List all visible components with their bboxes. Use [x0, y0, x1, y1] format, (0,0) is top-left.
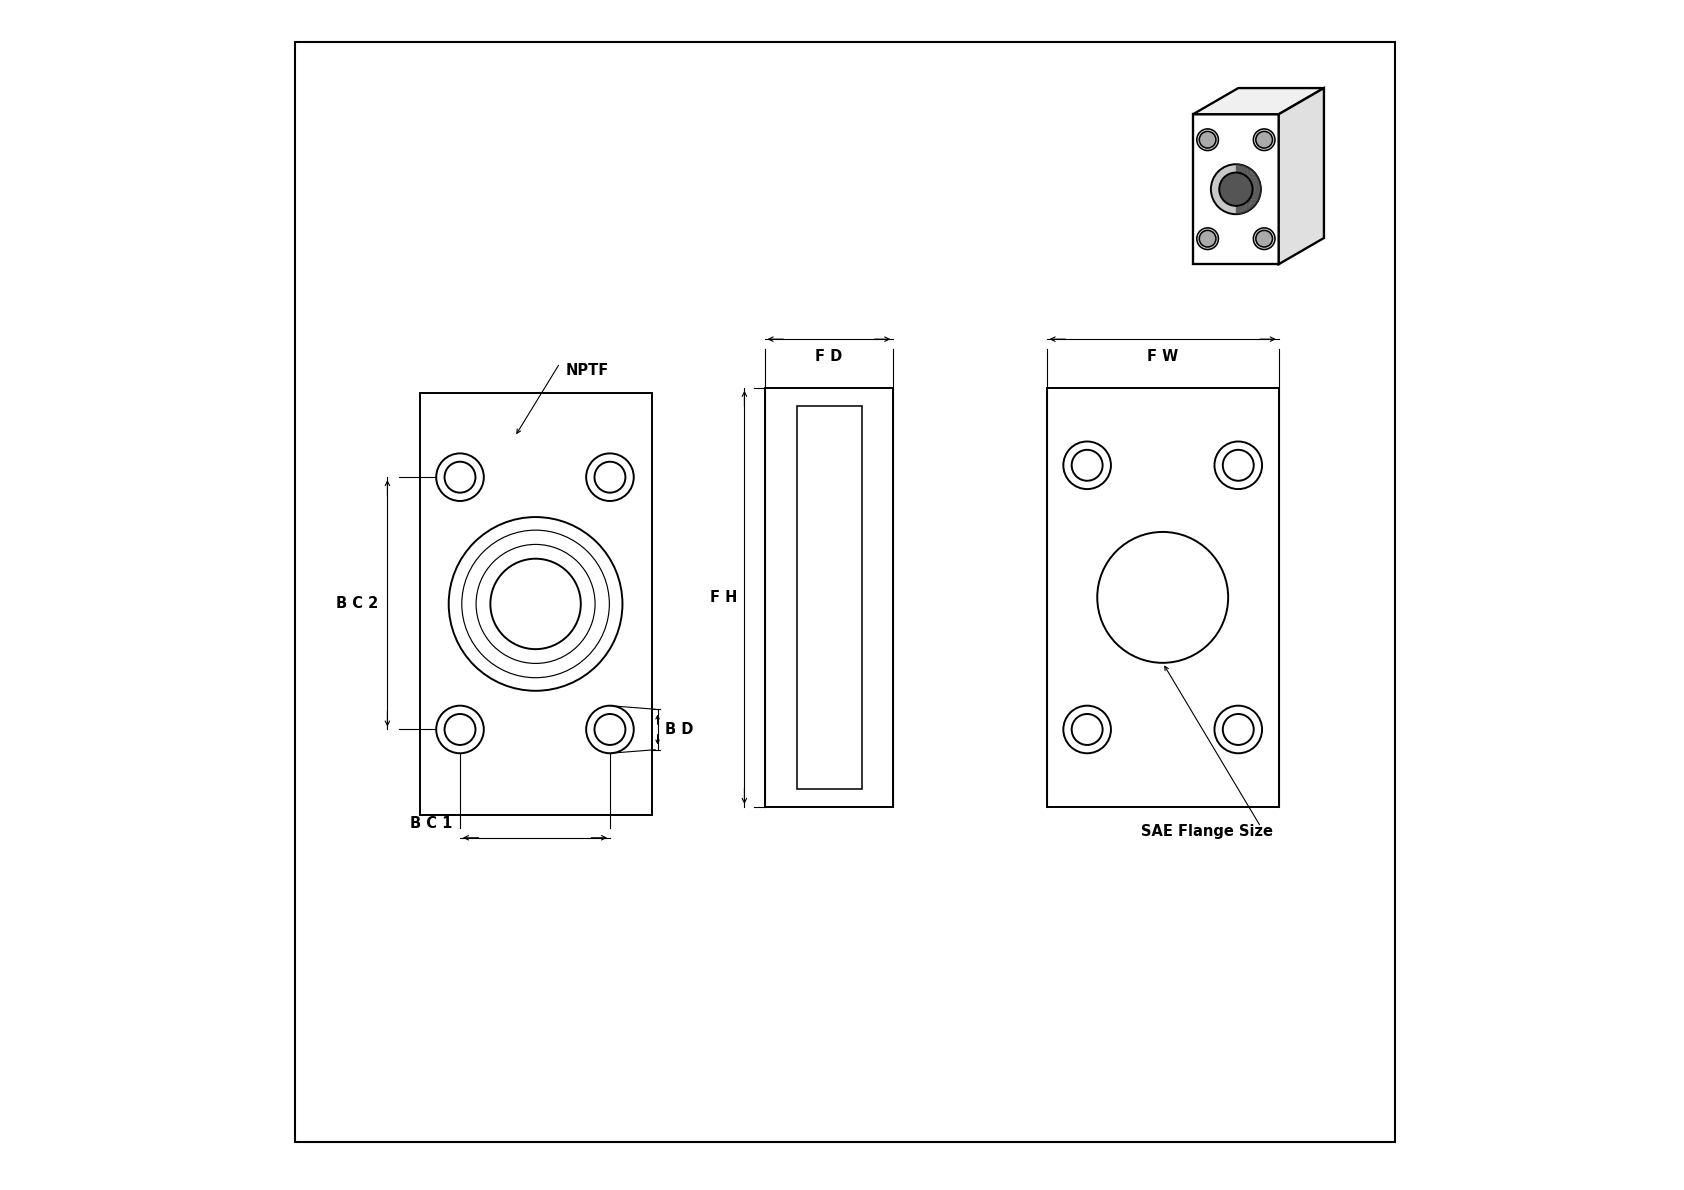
Circle shape: [1199, 131, 1216, 148]
Polygon shape: [1278, 88, 1324, 264]
Circle shape: [1197, 227, 1219, 250]
Text: SAE Flange Size: SAE Flange Size: [1140, 823, 1273, 839]
Circle shape: [1256, 231, 1273, 248]
Polygon shape: [1192, 88, 1324, 114]
Text: B D: B D: [665, 722, 694, 737]
Circle shape: [1199, 231, 1216, 248]
Text: F W: F W: [1147, 349, 1179, 364]
Circle shape: [1197, 129, 1219, 151]
Bar: [765, 388, 893, 807]
Bar: [419, 393, 652, 815]
Circle shape: [1253, 129, 1275, 151]
Circle shape: [1253, 227, 1275, 250]
Bar: [1192, 114, 1278, 264]
Text: B C 1: B C 1: [411, 815, 453, 831]
Circle shape: [1219, 173, 1253, 206]
Text: NPTF: NPTF: [566, 363, 610, 378]
Text: F D: F D: [815, 349, 842, 364]
Bar: [1047, 388, 1278, 807]
Bar: [797, 406, 862, 789]
Text: F H: F H: [711, 590, 738, 605]
Text: B C 2: B C 2: [335, 596, 377, 610]
Circle shape: [1256, 131, 1273, 148]
Circle shape: [1211, 164, 1261, 214]
